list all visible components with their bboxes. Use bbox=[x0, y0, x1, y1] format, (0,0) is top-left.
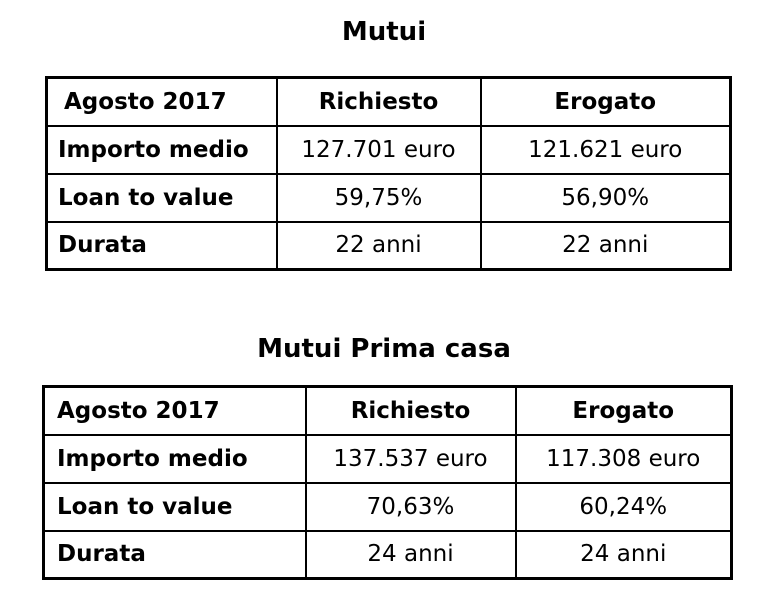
row-label: Importo medio bbox=[45, 124, 278, 175]
row-label: Loan to value bbox=[42, 481, 307, 532]
cell-erogato: 121.621 euro bbox=[479, 124, 732, 175]
row-label: Durata bbox=[42, 529, 307, 580]
row-label: Durata bbox=[45, 220, 278, 271]
table-row: Loan to value 59,75% 56,90% bbox=[45, 172, 732, 223]
cell-richiesto: 70,63% bbox=[304, 481, 517, 532]
cell-richiesto: 22 anni bbox=[275, 220, 482, 271]
cell-richiesto: 59,75% bbox=[275, 172, 482, 223]
mutui-prima-casa-table: Agosto 2017 Richiesto Erogato Importo me… bbox=[42, 385, 733, 580]
mutui-prima-casa-title: Mutui Prima casa bbox=[257, 334, 511, 364]
header-period: Agosto 2017 bbox=[45, 76, 278, 127]
cell-richiesto: 137.537 euro bbox=[304, 433, 517, 484]
table-row: Loan to value 70,63% 60,24% bbox=[42, 481, 733, 532]
cell-erogato: 56,90% bbox=[479, 172, 732, 223]
header-erogato: Erogato bbox=[479, 76, 732, 127]
header-period: Agosto 2017 bbox=[42, 385, 307, 436]
cell-erogato: 117.308 euro bbox=[514, 433, 733, 484]
header-richiesto: Richiesto bbox=[304, 385, 517, 436]
cell-erogato: 60,24% bbox=[514, 481, 733, 532]
row-label: Importo medio bbox=[42, 433, 307, 484]
table-row: Durata 24 anni 24 anni bbox=[42, 529, 733, 580]
cell-richiesto: 24 anni bbox=[304, 529, 517, 580]
cell-erogato: 22 anni bbox=[479, 220, 732, 271]
table-row: Importo medio 127.701 euro 121.621 euro bbox=[45, 124, 732, 175]
table-row: Durata 22 anni 22 anni bbox=[45, 220, 732, 271]
header-richiesto: Richiesto bbox=[275, 76, 482, 127]
table-header-row: Agosto 2017 Richiesto Erogato bbox=[45, 76, 732, 127]
table-header-row: Agosto 2017 Richiesto Erogato bbox=[42, 385, 733, 436]
mutui-table: Agosto 2017 Richiesto Erogato Importo me… bbox=[45, 76, 732, 271]
row-label: Loan to value bbox=[45, 172, 278, 223]
cell-richiesto: 127.701 euro bbox=[275, 124, 482, 175]
mutui-title: Mutui bbox=[341, 17, 427, 47]
table-row: Importo medio 137.537 euro 117.308 euro bbox=[42, 433, 733, 484]
header-erogato: Erogato bbox=[514, 385, 733, 436]
cell-erogato: 24 anni bbox=[514, 529, 733, 580]
